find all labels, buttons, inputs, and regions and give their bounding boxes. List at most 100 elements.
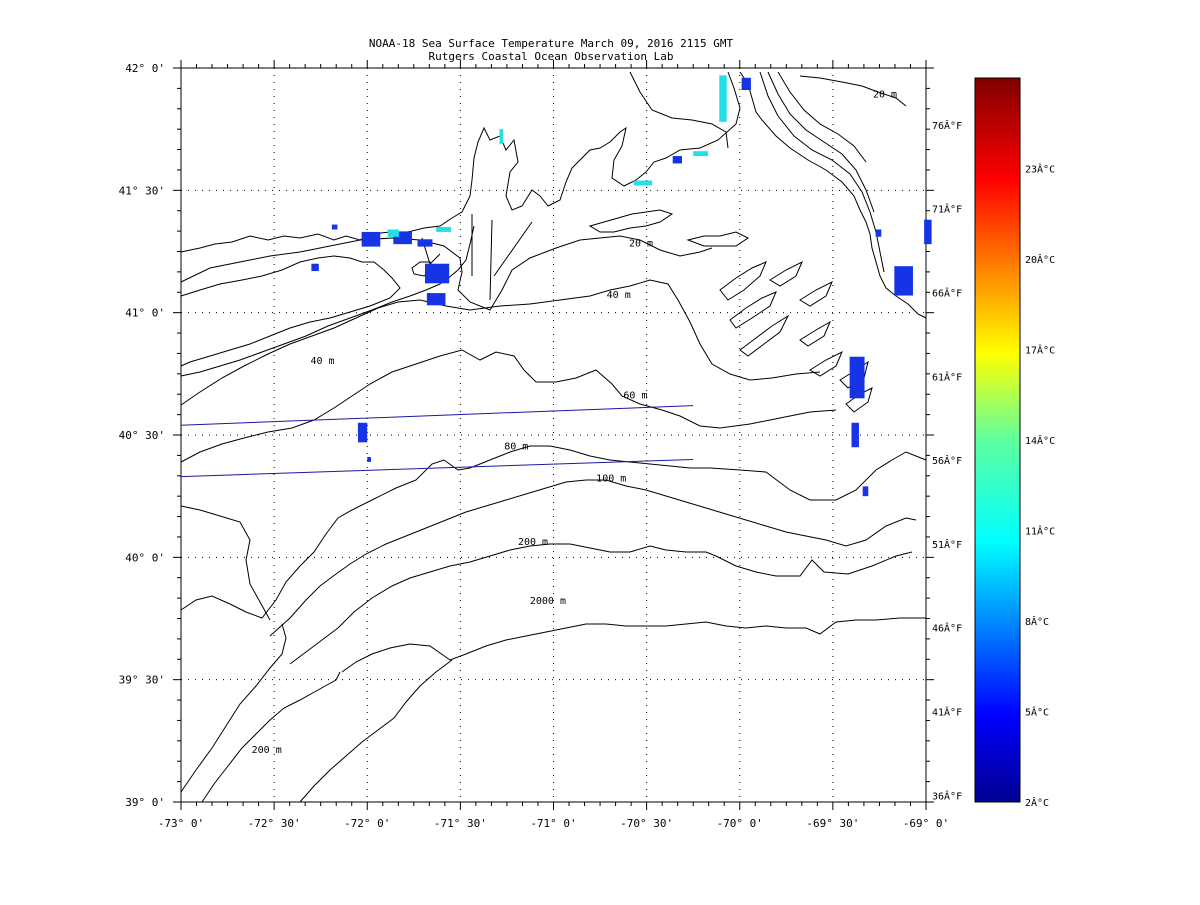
axis-ticks [173,60,934,810]
fahrenheit-tick-label: 71Â°F [932,203,962,216]
contour-gulf-maine-2 [767,71,875,213]
sst-patch [361,231,381,247]
contour-label: 20 m [873,89,897,100]
lon-tick-label: -69° 30' [806,817,859,830]
coastline-martha-vineyard [588,209,674,233]
sst-patch [924,219,932,245]
colorbar-tick-label: 23Â°C [1025,163,1055,176]
transect-lines [180,405,694,478]
contour-shelf-west [180,505,271,621]
sst-patch [424,263,450,284]
sst-patch [499,129,504,144]
sst-patch [741,77,751,91]
colorbar-labels: 23Â°C 20Â°C 17Â°C 14Â°C 11Â°C 8Â°C 5Â°C 2Â°C [1025,163,1055,810]
sst-patch [436,227,452,232]
contour-label: 200 m [252,745,282,756]
contour-label: 40 m [311,356,335,367]
contour-200m-lower [201,671,341,803]
sst-patch [633,180,653,186]
lon-tick-label: -73° 0' [158,817,204,830]
contour-2000m [341,617,926,673]
colorbar-tick-label: 11Â°C [1025,525,1055,538]
sst-patch [862,486,869,497]
lon-tick-label: -70° 0' [717,817,763,830]
fahrenheit-tick-label: 56Â°F [932,454,962,467]
lon-tick-label: -70° 30' [620,817,673,830]
contour-40m [180,279,821,406]
sst-patch [672,156,683,164]
coastline-nantucket [686,231,749,247]
contour-100m [269,479,917,637]
shoal-ridges [719,260,873,413]
sst-pixels [311,75,932,497]
contour-label: 40 m [607,290,631,301]
colorbar-tick-label: 17Â°C [1025,344,1055,357]
colorbar-tick-label: 14Â°C [1025,434,1055,447]
lat-tick-label: 39° 0' [125,796,165,809]
lon-tick-label: -71° 30' [434,817,487,830]
sst-patch [367,457,371,462]
contour-buzzards [629,71,729,149]
contour-label: 2000 m [530,596,566,607]
colorbar-tick-label: 2Â°C [1025,796,1049,809]
contour-labels: 20 m 40 m 40 m 60 m 80 m 100 m 200 m 2000 m 200 … [252,89,897,756]
sst-patch [357,422,368,443]
map-title: NOAA-18 Sea Surface Temperature March 09… [369,37,734,50]
sst-patch [875,229,882,237]
colorbar-tick-label: 8Â°C [1025,615,1049,628]
sst-patch [311,263,319,272]
transect-line [180,405,694,426]
fahrenheit-labels: 76Â°F 71Â°F 66Â°F 61Â°F 56Â°F 51Â°F 46Â°F 41Â°F… [932,119,962,802]
contour-hudson-canyon-east [299,659,453,803]
coastline-cape-cod [739,71,927,319]
contour-200m-upper [289,543,913,665]
sst-patch [894,266,913,296]
map-subtitle: Rutgers Coastal Ocean Observation Lab [428,50,673,63]
sst-patch [851,422,859,448]
contour-gulf-maine-4 [799,75,907,107]
transect-line [180,458,694,478]
colorbar-tick-label: 5Â°C [1025,706,1049,719]
contour-20m [180,235,713,311]
longitude-labels: -73° 0' -72° 30' -72° 0' -71° 30' -71° 0' -70… [158,817,949,830]
fahrenheit-tick-label: 46Â°F [932,622,962,635]
coastline-connecticut [180,71,741,253]
sst-patch [331,224,338,230]
contour-label: 80 m [504,442,528,453]
sst-patch [693,151,709,157]
sst-patch [849,356,865,399]
sst-patch [417,239,433,247]
contour-hudson-canyon [180,623,287,793]
contour-label: 200 m [518,537,548,548]
contour-label: 60 m [623,390,647,401]
fahrenheit-tick-label: 76Â°F [932,119,962,132]
lat-tick-label: 40° 30' [119,429,165,442]
contour-label: 100 m [596,473,626,484]
fahrenheit-tick-label: 36Â°F [932,789,962,802]
sst-patch [387,229,399,237]
sst-patch [426,293,446,306]
fahrenheit-tick-label: 66Â°F [932,287,962,300]
lon-tick-label: -69° 0' [903,817,949,830]
latitude-labels: 42° 0' 41° 30' 41° 0' 40° 30' 40° 0' 39° 30' 3… [119,62,165,809]
coastline-long-island [180,255,401,367]
lat-tick-label: 41° 0' [125,307,165,320]
sst-patch [719,75,727,122]
fahrenheit-tick-label: 51Â°F [932,538,962,551]
inlet-lines [421,214,533,301]
lat-tick-label: 40° 0' [125,551,165,564]
coastline-li-south-shore [180,283,441,377]
contour-gulf-maine-3 [777,71,867,163]
contour-label: 20 m [629,239,653,250]
bathymetry-contours [180,71,927,803]
lat-tick-label: 42° 0' [125,62,165,75]
contour-60m [180,349,837,463]
fahrenheit-tick-label: 41Â°F [932,706,962,719]
lat-tick-label: 39° 30' [119,674,165,687]
lon-tick-label: -71° 0' [530,817,576,830]
plot-frame [180,67,927,803]
lon-tick-label: -72° 0' [344,817,390,830]
colorbar-tick-label: 20Â°C [1025,253,1055,266]
